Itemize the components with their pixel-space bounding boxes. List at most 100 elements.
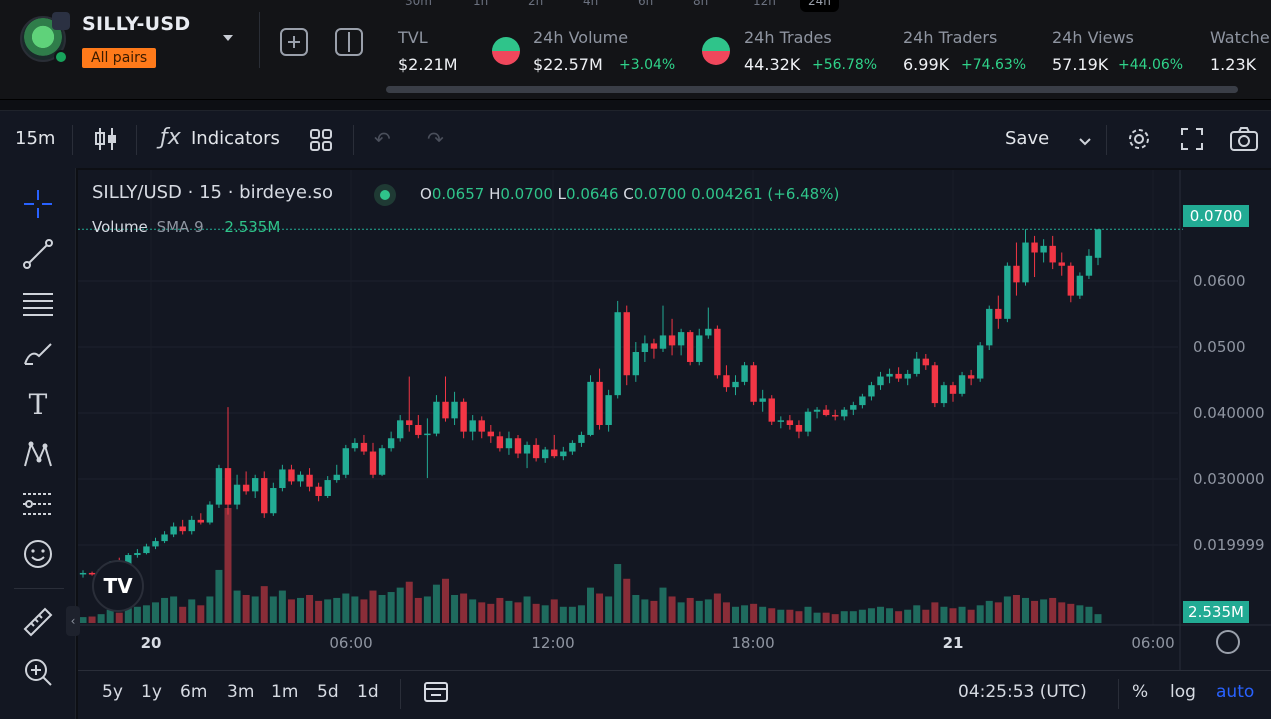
gear-icon[interactable] <box>1125 125 1153 158</box>
trend-line-icon[interactable] <box>20 236 56 272</box>
candle-body <box>1049 245 1056 263</box>
volume-bar <box>514 602 522 623</box>
volume-bar <box>849 611 857 623</box>
all-pairs-badge[interactable]: All pairs <box>82 48 157 68</box>
fib-retracement-icon[interactable] <box>20 286 56 322</box>
indicators-button[interactable]: Indicators <box>191 128 280 149</box>
chain-icon <box>52 12 70 30</box>
text-tool-icon[interactable]: T <box>28 387 48 421</box>
volume-bar <box>269 596 277 623</box>
zoom-in-icon[interactable] <box>20 654 56 690</box>
price-chart[interactable]: SILLY/USD · 15 · birdeye.so O0.0657 H0.0… <box>66 170 1271 670</box>
volume-bar <box>79 617 87 623</box>
timeframe-tab-4h[interactable]: 4h <box>583 0 599 8</box>
candle-body <box>315 486 322 496</box>
candle-body <box>659 335 667 349</box>
chevron-down-icon[interactable] <box>220 30 236 46</box>
candle-body <box>451 401 458 419</box>
stats-scrollbar[interactable] <box>386 86 1238 93</box>
candlestick-chart[interactable] <box>78 170 1271 670</box>
timeframe-tab-8h[interactable]: 8h <box>693 0 709 8</box>
volume-bar <box>677 602 685 623</box>
utc-clock[interactable]: 04:25:53 (UTC) <box>958 682 1087 702</box>
range-button-5d[interactable]: 5d <box>317 682 339 702</box>
volume-bar <box>750 603 758 623</box>
save-button[interactable]: Save <box>1005 128 1050 149</box>
stat-label: 24h Volume <box>533 28 629 47</box>
bottom-divider <box>1118 679 1119 709</box>
date-range-icon[interactable] <box>423 679 449 710</box>
axis-settings-icon[interactable] <box>1216 630 1240 654</box>
volume-bar <box>904 609 912 623</box>
candle-body <box>650 343 658 349</box>
volume-bar <box>260 586 268 623</box>
volume-bar <box>487 603 495 623</box>
candle-body <box>967 375 975 379</box>
range-button-6m[interactable]: 6m <box>180 682 208 702</box>
pattern-icon[interactable] <box>20 436 56 472</box>
layout-grid-icon[interactable] <box>309 128 333 157</box>
interval-selector[interactable]: 15m <box>15 128 56 149</box>
volume-bar <box>124 608 132 623</box>
ruler-icon[interactable] <box>20 604 56 640</box>
chevron-down-icon[interactable] <box>1078 129 1092 153</box>
volume-bar <box>922 609 930 623</box>
candle-body <box>696 335 703 362</box>
candle-body <box>551 449 558 457</box>
timeframe-tab-24h[interactable]: 24h <box>800 0 839 12</box>
volume-bar <box>605 596 613 623</box>
range-button-1m[interactable]: 1m <box>271 682 299 702</box>
log-toggle[interactable]: log <box>1170 682 1196 702</box>
crosshair-icon[interactable] <box>20 186 56 222</box>
candle-body <box>88 572 96 575</box>
timeframe-tab-1h[interactable]: 1h <box>473 0 489 8</box>
camera-icon[interactable] <box>1229 126 1259 157</box>
volume-bar <box>251 596 259 623</box>
volume-bar <box>88 616 96 623</box>
candle-body <box>415 424 422 435</box>
candle-body <box>161 534 168 542</box>
timeframe-tab-2h[interactable]: 2h <box>528 0 544 8</box>
timeframe-tab-6h[interactable]: 6h <box>638 0 654 8</box>
candle-body <box>1076 275 1084 296</box>
range-button-5y[interactable]: 5y <box>102 682 123 702</box>
candle-body <box>396 420 404 439</box>
candle-body <box>859 396 866 406</box>
candle-body <box>1013 265 1020 283</box>
redo-icon[interactable]: ↷ <box>427 127 444 151</box>
candle-body <box>868 385 875 397</box>
stat-value: 57.19K <box>1052 55 1109 74</box>
candle-body <box>759 398 766 402</box>
timeframe-tab-12h[interactable]: 12h <box>753 0 776 8</box>
bottom-divider <box>400 679 401 709</box>
candle-type-icon[interactable] <box>94 126 118 157</box>
candle-body <box>478 420 485 432</box>
indicators-fx-icon[interactable]: ƒx <box>160 125 181 150</box>
volume-bar <box>958 606 966 623</box>
candle-body <box>841 409 848 417</box>
collapse-toolbar-handle[interactable]: ‹ <box>66 606 80 636</box>
fullscreen-icon[interactable] <box>1180 127 1204 156</box>
undo-icon[interactable]: ↶ <box>374 127 391 151</box>
brush-icon[interactable] <box>20 336 56 372</box>
candle-body <box>233 484 241 505</box>
percent-toggle[interactable]: % <box>1132 682 1149 702</box>
add-pane-icon[interactable] <box>280 28 308 56</box>
auto-toggle[interactable]: auto <box>1216 682 1255 702</box>
volume-bar <box>886 608 894 623</box>
volume-bar <box>233 590 241 623</box>
tradingview-logo[interactable]: TV <box>92 560 144 612</box>
range-button-1y[interactable]: 1y <box>141 682 162 702</box>
toolbar-divider <box>72 125 73 155</box>
range-button-1d[interactable]: 1d <box>357 682 379 702</box>
prediction-icon[interactable] <box>20 486 56 522</box>
candle-body <box>850 405 857 410</box>
split-view-icon[interactable] <box>335 28 363 56</box>
time-tick: 21 <box>942 634 964 652</box>
range-button-3m[interactable]: 3m <box>227 682 255 702</box>
stat-value: 6.99K <box>903 55 950 74</box>
timeframe-tab-30m[interactable]: 30m <box>405 0 432 8</box>
stat-change: +74.63% <box>961 57 1027 73</box>
smiley-icon[interactable] <box>20 536 56 572</box>
candle-body <box>940 385 948 404</box>
